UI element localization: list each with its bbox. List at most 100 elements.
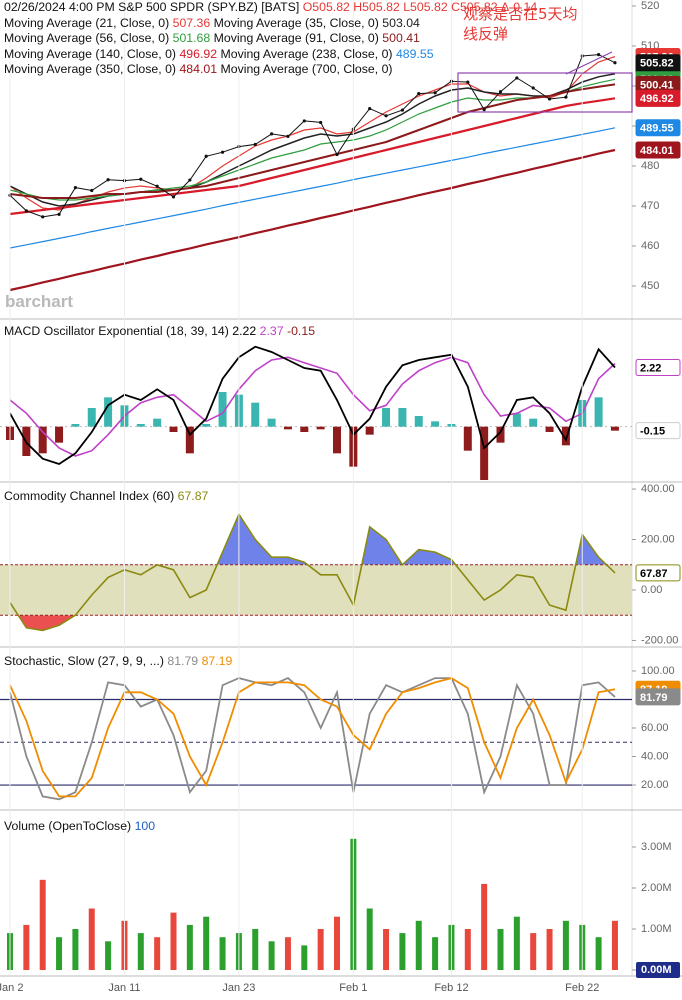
value-label-box — [636, 961, 680, 978]
histogram-bar — [153, 418, 162, 427]
volume-bar — [72, 929, 79, 970]
close-point — [531, 86, 535, 90]
volume-bar — [530, 933, 537, 970]
y-tick-label: 480 — [641, 160, 659, 172]
histogram-bar — [365, 426, 374, 435]
cci-line — [9, 512, 616, 632]
volume-bar — [284, 937, 291, 970]
annotation-line — [565, 51, 613, 75]
legend-value: 67.87 — [177, 489, 209, 503]
volume-bar — [562, 920, 569, 970]
histogram-bar — [218, 392, 227, 427]
close-point — [41, 215, 45, 219]
histogram-bar — [38, 426, 47, 454]
volume-bar — [154, 937, 161, 970]
volume-bar — [219, 937, 226, 970]
value-label: 484.01 — [640, 145, 674, 157]
volume-bar — [611, 920, 618, 970]
y-tick-label: 470 — [641, 200, 659, 212]
ma-line — [9, 127, 616, 249]
volume-bar — [334, 916, 340, 970]
legend-value: 489.55 — [395, 46, 434, 61]
histogram-bar — [561, 426, 570, 446]
volume-bar — [415, 920, 422, 970]
close-point — [319, 120, 323, 125]
close-line — [9, 54, 616, 218]
legend-value: 496.92 — [179, 46, 218, 61]
value-label-box — [635, 688, 681, 706]
volume-bar — [268, 941, 275, 970]
legend-name: Moving Average (140, Close, 0) — [4, 46, 177, 61]
volume-bar — [186, 924, 193, 970]
histogram-bar — [512, 413, 521, 427]
volume-bar — [513, 916, 520, 970]
histogram-bar — [136, 424, 145, 427]
histogram-bar — [202, 424, 211, 427]
y-tick-label: 20.00 — [641, 779, 669, 791]
histogram-bar — [104, 397, 113, 427]
histogram-bar — [480, 426, 489, 480]
panel-title: Volume (OpenToClose) — [4, 819, 132, 833]
close-point — [24, 209, 28, 213]
x-tick-label: Jan 11 — [108, 982, 140, 994]
close-point — [270, 132, 274, 136]
y-tick-label: 100.00 — [641, 665, 675, 677]
ma-line — [9, 78, 616, 201]
close-point — [139, 177, 143, 181]
volume-bar — [595, 937, 602, 970]
ma-line — [9, 56, 616, 211]
histogram-bar — [251, 402, 260, 427]
value-label-box — [635, 89, 681, 107]
ma-line — [9, 97, 616, 216]
close-point — [171, 195, 176, 199]
volume-bar — [56, 937, 63, 970]
histogram-bar — [382, 408, 391, 427]
histogram-bar — [414, 416, 423, 427]
volume-bar — [366, 908, 373, 970]
legend-name: Moving Average (238, Close, 0) — [220, 46, 393, 61]
quote: O505.82 H505.82 L505.82 C505.82 Δ-0.14 — [302, 0, 538, 14]
close-point — [73, 186, 77, 190]
signal-line — [9, 356, 616, 457]
close-point — [57, 212, 61, 216]
legend-value: 2.37 — [259, 324, 284, 338]
y-tick-label: 3.00M — [641, 841, 672, 853]
legend-name: Moving Average (21, Close, 0) — [4, 15, 170, 30]
volume-bar — [317, 929, 324, 970]
histogram-bar — [529, 418, 538, 427]
value-label: 489.55 — [640, 123, 674, 135]
ma-line — [9, 83, 616, 199]
close-point — [482, 108, 486, 112]
histogram-bar — [300, 426, 309, 432]
watermark: barchart — [5, 292, 74, 311]
histogram-bar — [398, 408, 407, 427]
legend-value: -0.15 — [287, 324, 316, 338]
volume-bar — [399, 933, 406, 970]
y-tick-label: 0.00M — [641, 964, 672, 976]
legend-value: 503.04 — [382, 15, 420, 30]
legend-name: Moving Average (700, Close, 0) — [220, 62, 393, 77]
y-tick-label: -200.00 — [641, 634, 678, 646]
close-point — [515, 76, 519, 80]
volume-bar — [137, 933, 144, 970]
neutral-band — [0, 564, 632, 616]
histogram-bar — [333, 426, 341, 454]
y-tick-label: 60.00 — [641, 722, 669, 734]
close-point — [498, 90, 503, 94]
header-title: 02/26/2024 4:00 PM S&P 500 SPDR (SPY.BZ)… — [4, 0, 300, 14]
oversold-fill — [10, 615, 615, 631]
legend-name: Moving Average (35, Close, 0) — [213, 15, 379, 30]
y-tick-label: 520 — [641, 0, 659, 12]
value-label: 500.41 — [640, 79, 674, 91]
y-tick-label: 0.00 — [641, 584, 662, 596]
close-point — [106, 178, 110, 182]
close-point — [384, 114, 388, 118]
legend-value: 484.01 — [179, 62, 218, 77]
close-point — [90, 188, 94, 193]
histogram-bar — [431, 421, 440, 427]
price-header: 02/26/2024 4:00 PM S&P 500 SPDR (SPY.BZ)… — [4, 0, 537, 78]
close-point — [547, 97, 552, 101]
